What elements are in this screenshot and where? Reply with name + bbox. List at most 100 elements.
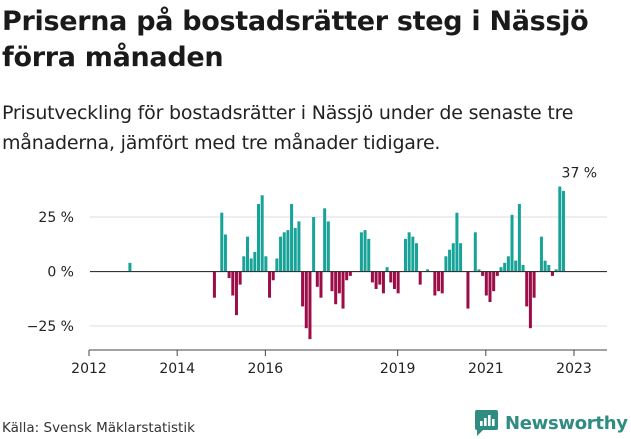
- bar: [231, 271, 235, 296]
- bar: [374, 271, 378, 289]
- bar: [245, 236, 249, 272]
- bar: [532, 271, 536, 298]
- bar: [455, 212, 459, 272]
- bar: [279, 236, 283, 272]
- bar: [249, 258, 253, 272]
- bar: [492, 271, 496, 292]
- bar: [473, 232, 477, 272]
- bar: [561, 190, 565, 272]
- x-tick-label: 2016: [248, 361, 284, 377]
- bar: [301, 271, 305, 307]
- bar: [212, 271, 216, 298]
- x-tick-label: 2021: [468, 361, 504, 377]
- bar: [510, 214, 514, 272]
- bar: [411, 236, 415, 272]
- bar: [403, 238, 407, 272]
- y-tick-label: 25 %: [38, 210, 74, 226]
- bar: [293, 227, 297, 272]
- bar: [286, 230, 290, 272]
- bar: [264, 256, 268, 272]
- bar: [312, 217, 316, 272]
- bar: [407, 232, 411, 272]
- y-tick-label: −25 %: [27, 319, 74, 335]
- bar: [308, 271, 312, 340]
- bar: [326, 221, 330, 272]
- y-tick-label: 0 %: [47, 265, 74, 281]
- bar: [381, 271, 385, 294]
- bar: [257, 203, 261, 272]
- bar: [550, 271, 554, 276]
- bar: [290, 203, 294, 272]
- bar: [433, 271, 437, 296]
- bar: [385, 267, 389, 272]
- bar: [459, 243, 463, 272]
- bar: [451, 243, 455, 272]
- bar: [297, 221, 301, 272]
- bar: [506, 256, 510, 272]
- x-tick-label: 2023: [556, 361, 592, 377]
- bar: [330, 271, 334, 292]
- bar: [268, 271, 272, 298]
- chart-subtitle: Prisutveckling för bostadsrätter i Nässj…: [2, 102, 574, 154]
- bar: [253, 251, 257, 272]
- brand-name: Newsworthy: [505, 412, 628, 434]
- bar: [528, 271, 532, 329]
- value-annotation: 37 %: [562, 166, 598, 182]
- bar: [227, 271, 231, 279]
- x-tick-label: 2014: [159, 361, 195, 377]
- bar: [481, 271, 485, 276]
- bar: [370, 271, 374, 283]
- bar: [319, 271, 323, 298]
- bar: [539, 236, 543, 272]
- source-note: Källa: Svensk Mäklarstatistik: [2, 420, 195, 436]
- bar: [514, 260, 518, 272]
- newsworthy-logo-icon: [475, 410, 498, 436]
- bar: [503, 262, 507, 272]
- bar: [345, 271, 349, 281]
- bar: [392, 271, 396, 289]
- bar: [415, 243, 419, 272]
- bar: [437, 271, 441, 292]
- bar: [304, 271, 308, 329]
- bar: [521, 265, 525, 272]
- bar: [389, 271, 393, 283]
- bar: [367, 238, 371, 272]
- bar: [484, 271, 488, 296]
- bar: [275, 258, 279, 272]
- bar: [223, 234, 227, 272]
- bar: [348, 271, 352, 276]
- bar: [282, 232, 286, 272]
- bar: [242, 256, 246, 272]
- bar: [341, 271, 345, 309]
- bar: [440, 271, 444, 294]
- x-tick-label: 2012: [71, 361, 107, 377]
- bar: [396, 271, 400, 294]
- bar-chart: 25 % 0 % −25 % 2012 2014 2016 2019 2021 2023 37 %: [27, 166, 607, 377]
- bar: [260, 195, 264, 272]
- bar: [554, 269, 558, 272]
- bar: [477, 269, 481, 272]
- x-tick-label: 2019: [380, 361, 416, 377]
- bar: [334, 271, 338, 305]
- bar: [558, 186, 562, 272]
- bar: [466, 271, 470, 309]
- bar: [378, 271, 382, 285]
- bar: [238, 271, 242, 285]
- bar: [499, 267, 503, 272]
- chart-title: Priserna på bostadsrätter steg i Nässjö …: [2, 6, 589, 73]
- bar: [271, 271, 275, 281]
- bar: [234, 271, 238, 316]
- bar: [444, 256, 448, 272]
- bar: [543, 260, 547, 272]
- bar: [547, 265, 551, 272]
- bar: [517, 203, 521, 272]
- bar: [488, 271, 492, 303]
- bar: [359, 232, 363, 272]
- bar: [220, 212, 224, 272]
- bar: [418, 271, 422, 285]
- bar: [448, 249, 452, 272]
- bar: [525, 271, 529, 307]
- bar: [426, 269, 430, 272]
- bar: [128, 262, 132, 272]
- newsworthy-logo: Newsworthy: [474, 408, 628, 438]
